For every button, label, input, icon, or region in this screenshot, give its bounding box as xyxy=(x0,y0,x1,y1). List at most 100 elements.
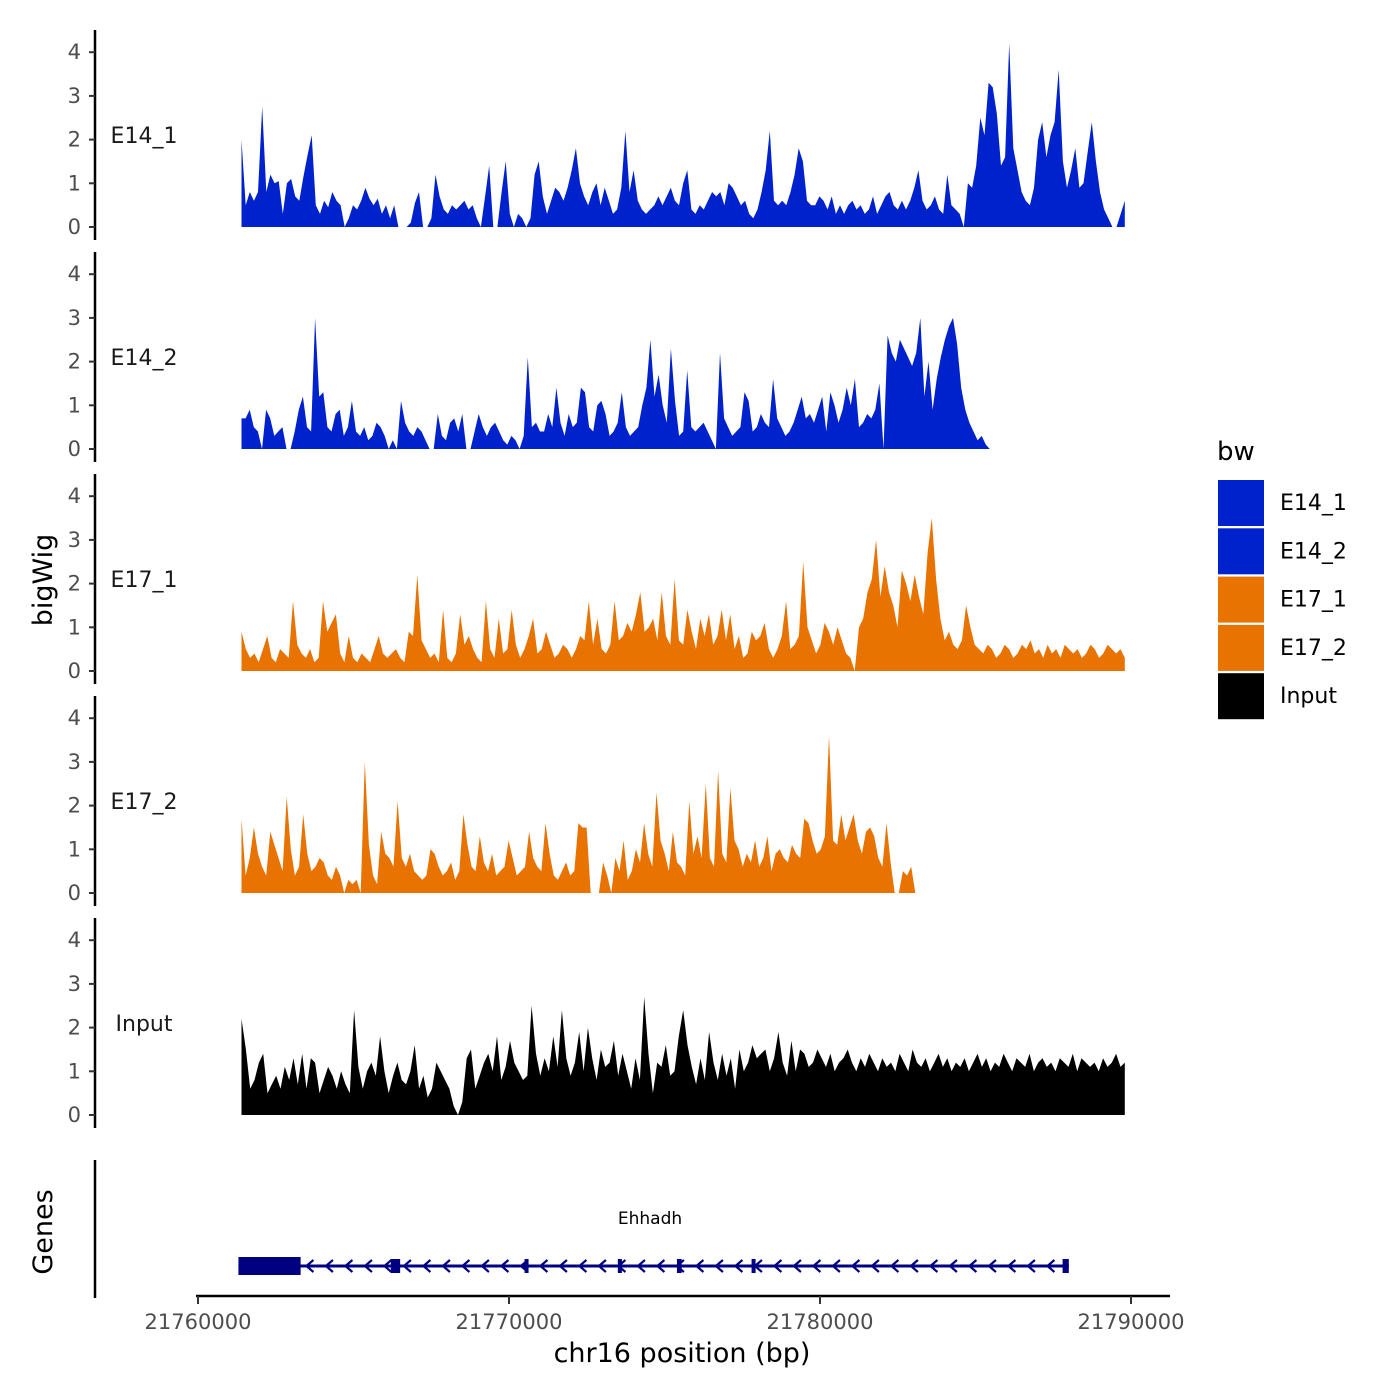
strand-arrow xyxy=(870,1259,880,1273)
strand-arrow xyxy=(1026,1259,1036,1273)
y-tick-label: 0 xyxy=(68,437,81,461)
track-label: E17_2 xyxy=(111,790,178,815)
strand-arrow xyxy=(733,1259,744,1273)
strand-arrow xyxy=(967,1259,978,1273)
legend-label: Input xyxy=(1280,684,1337,709)
y-tick-label: 3 xyxy=(68,306,81,330)
legend: bw E14_1 E14_2 E17_1 E17_2 Input xyxy=(1217,437,1347,720)
strand-arrow xyxy=(811,1259,822,1273)
y-tick-label: 1 xyxy=(68,171,81,195)
strand-arrow xyxy=(441,1259,451,1273)
strand-arrow xyxy=(538,1259,549,1273)
y-tick-label: 3 xyxy=(68,750,81,774)
y-tick-label: 2 xyxy=(68,1016,81,1040)
strand-arrow xyxy=(402,1259,412,1273)
strand-arrow xyxy=(1006,1259,1017,1273)
legend-label: E17_1 xyxy=(1280,588,1347,613)
strand-arrow xyxy=(655,1259,666,1273)
y-tick-label: 1 xyxy=(68,837,81,861)
strand-arrow xyxy=(499,1259,510,1273)
exon-block xyxy=(617,1259,622,1273)
signal-area xyxy=(241,735,1125,893)
strand-arrow xyxy=(460,1259,471,1273)
y-tick-label: 4 xyxy=(68,484,81,508)
x-axis: 21760000 21770000 21780000 21790000 xyxy=(145,1294,1185,1334)
y-tick-label: 4 xyxy=(68,40,81,64)
legend-swatch xyxy=(1218,673,1264,720)
y-tick-label: 1 xyxy=(68,393,81,417)
exon-block xyxy=(524,1259,529,1273)
legend-label: E14_2 xyxy=(1280,539,1347,564)
gene-name-label: Ehhadh xyxy=(618,1209,682,1229)
track-label: Input xyxy=(116,1012,173,1037)
strand-arrow xyxy=(928,1259,939,1273)
track-Input: 0 1 2 3 4 Input xyxy=(68,918,1125,1128)
strand-arrow xyxy=(597,1259,607,1273)
strand-arrow xyxy=(343,1259,354,1273)
strand-arrow xyxy=(577,1259,588,1273)
y-tick-label: 2 xyxy=(68,794,81,818)
strand-arrow xyxy=(850,1259,861,1273)
y-tick-label: 0 xyxy=(68,1103,81,1127)
genes-panel-title: Genes xyxy=(28,1189,59,1274)
legend-swatch xyxy=(1218,624,1264,671)
exon-block xyxy=(676,1259,682,1273)
signal-area xyxy=(241,317,1125,449)
track-E14_1: 0 1 2 3 4 E14_1 xyxy=(68,30,1125,240)
strand-arrow xyxy=(792,1259,802,1273)
x-tick-label: 21770000 xyxy=(456,1310,563,1334)
y-tick-label: 4 xyxy=(68,928,81,952)
track-label: E17_1 xyxy=(111,568,178,593)
track-E17_2: 0 1 2 3 4 E17_2 xyxy=(68,696,1125,906)
x-tick-label: 21790000 xyxy=(1078,1310,1185,1334)
y-tick-label: 4 xyxy=(68,262,81,286)
tracks-layer: 0 1 2 3 4 E14_1 0 1 2 3 4 E14_2 0 1 2 3 4 E17_1 0 1 2 3 4 E17_2… xyxy=(68,30,1125,1128)
signal-area xyxy=(241,43,1125,227)
strand-arrow xyxy=(636,1259,646,1273)
strand-arrow xyxy=(772,1259,783,1273)
strand-arrow xyxy=(889,1259,900,1273)
x-tick-label: 21760000 xyxy=(145,1310,252,1334)
signal-area xyxy=(241,997,1125,1115)
signal-area xyxy=(241,518,1125,671)
legend-label: E14_1 xyxy=(1280,491,1347,516)
legend-swatch xyxy=(1218,480,1264,526)
x-axis-title: chr16 position (bp) xyxy=(554,1338,811,1369)
strand-arrow xyxy=(421,1259,432,1273)
strand-arrow xyxy=(909,1259,919,1273)
strand-arrow xyxy=(324,1259,334,1273)
track-label: E14_1 xyxy=(111,124,178,149)
strand-arrow xyxy=(304,1259,315,1273)
strand-arrow xyxy=(558,1259,568,1273)
strand-arrow xyxy=(831,1259,841,1273)
strand-arrow xyxy=(694,1259,705,1273)
strand-arrow xyxy=(714,1259,724,1273)
y-tick-label: 2 xyxy=(68,350,81,374)
y-tick-label: 0 xyxy=(68,659,81,683)
y-tick-label: 3 xyxy=(68,972,81,996)
track-E14_2: 0 1 2 3 4 E14_2 xyxy=(68,252,1125,462)
y-axis-title: bigWig xyxy=(28,534,59,627)
exon-block xyxy=(751,1259,756,1273)
exon-block xyxy=(390,1259,401,1273)
legend-label: E17_2 xyxy=(1280,636,1347,661)
genes-panel: Genes Ehhadh xyxy=(28,1160,1069,1298)
y-tick-label: 1 xyxy=(68,1059,81,1083)
strand-arrow xyxy=(363,1259,373,1273)
legend-title: bw xyxy=(1217,437,1255,467)
y-tick-label: 2 xyxy=(68,572,81,596)
strand-arrow xyxy=(987,1259,997,1273)
y-tick-label: 0 xyxy=(68,215,81,239)
exon-block xyxy=(238,1257,301,1275)
exon-block xyxy=(1062,1259,1069,1273)
legend-swatch xyxy=(1218,528,1264,575)
legend-swatch xyxy=(1218,576,1264,623)
y-tick-label: 2 xyxy=(68,128,81,152)
strand-arrow xyxy=(382,1259,393,1273)
y-tick-label: 1 xyxy=(68,615,81,639)
track-E17_1: 0 1 2 3 4 E17_1 xyxy=(68,474,1125,684)
x-tick-label: 21780000 xyxy=(767,1310,874,1334)
y-tick-label: 3 xyxy=(68,84,81,108)
strand-arrow xyxy=(1045,1259,1056,1273)
